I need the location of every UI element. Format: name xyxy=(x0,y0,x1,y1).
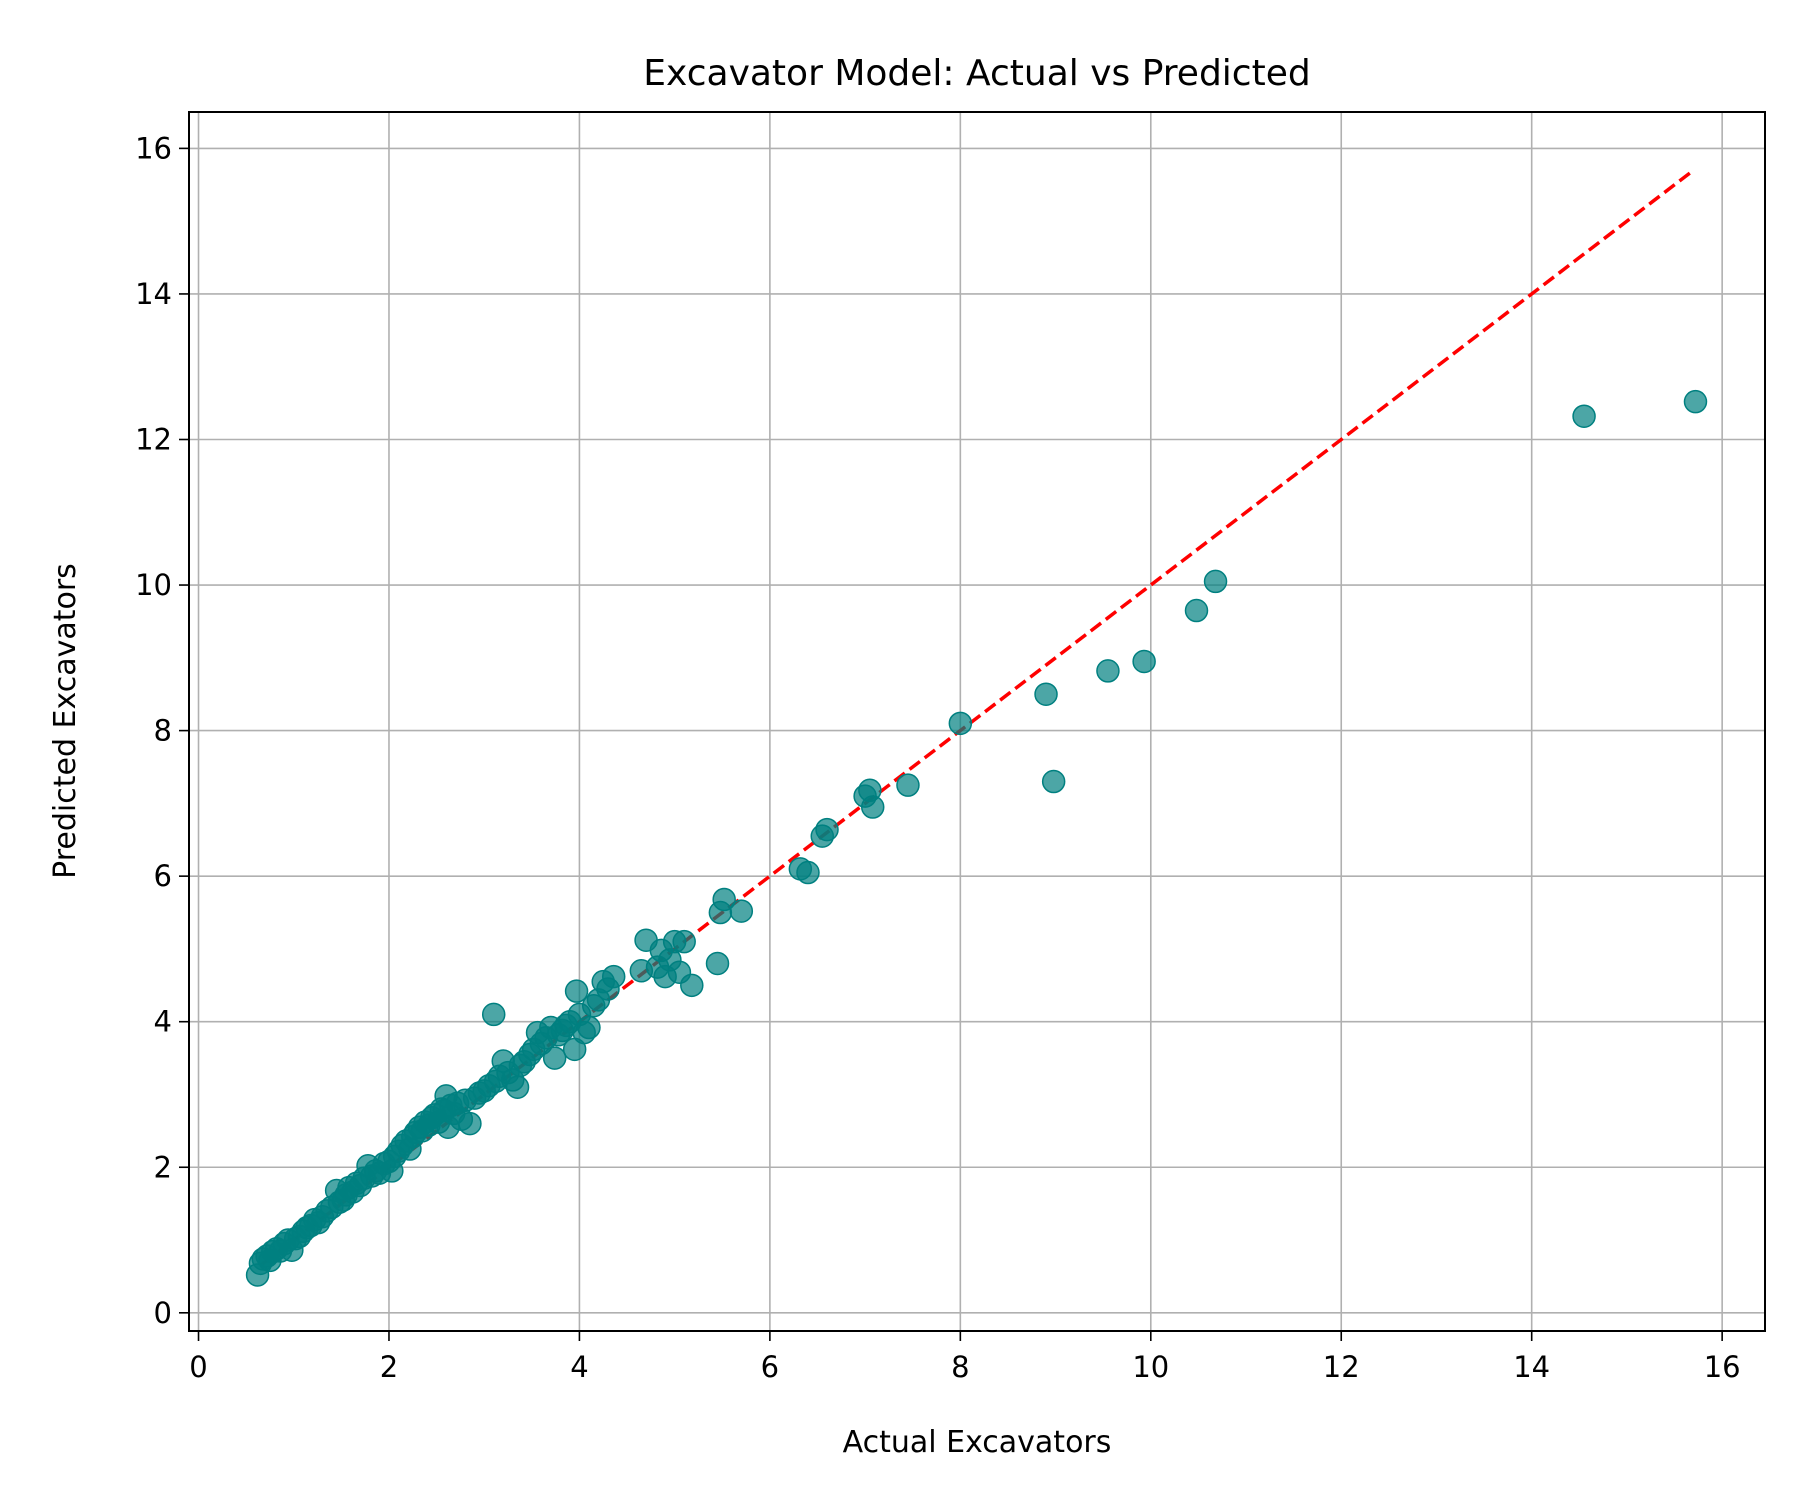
y-tick-label: 16 xyxy=(135,131,172,165)
x-tick-label: 8 xyxy=(951,1350,969,1384)
reference-line xyxy=(259,168,1695,1267)
y-tick-label: 14 xyxy=(135,277,172,311)
data-point xyxy=(1184,598,1209,623)
data-point xyxy=(680,973,704,998)
x-tick-label: 12 xyxy=(1323,1350,1360,1384)
data-point xyxy=(1683,389,1708,414)
y-tick-label: 8 xyxy=(154,714,172,748)
y-axis-label: Predicted Excavators xyxy=(48,563,83,879)
data-point xyxy=(672,929,696,954)
data-point xyxy=(458,1111,482,1136)
data-point xyxy=(1034,682,1058,706)
data-point xyxy=(1203,569,1228,594)
data-point xyxy=(729,899,754,923)
chart-title: Excavator Model: Actual vs Predicted xyxy=(643,53,1310,94)
tick-layer: 0 2 4 6 8 10 12 14 16 0 2 4 6 8 10 12 14 16 xyxy=(135,131,1741,1384)
y-tick-label: 10 xyxy=(135,568,172,602)
y-tick-label: 0 xyxy=(154,1296,172,1330)
x-axis-label: Actual Excavators xyxy=(843,1425,1112,1460)
x-tick-label: 6 xyxy=(761,1350,779,1384)
x-tick-label: 0 xyxy=(189,1350,207,1384)
grid-layer xyxy=(189,112,1765,1331)
x-tick-label: 10 xyxy=(1132,1350,1169,1384)
data-point xyxy=(1572,404,1596,428)
y-tick-label: 12 xyxy=(135,422,172,456)
y-tick-label: 4 xyxy=(154,1005,172,1039)
data-point xyxy=(1132,649,1156,674)
data-point xyxy=(896,773,920,797)
plot-frame xyxy=(188,111,1766,1332)
data-point-layer xyxy=(245,389,1708,1287)
reference-line-layer xyxy=(259,168,1695,1267)
data-point xyxy=(705,951,730,976)
data-point xyxy=(542,1046,567,1070)
x-tick-label: 4 xyxy=(570,1350,588,1384)
data-point xyxy=(505,1075,530,1099)
data-point xyxy=(481,1002,506,1027)
data-point xyxy=(1041,769,1066,794)
x-tick-label: 16 xyxy=(1704,1350,1741,1384)
data-point xyxy=(860,795,885,819)
x-tick-label: 14 xyxy=(1513,1350,1550,1384)
data-point xyxy=(712,887,736,912)
x-tick-label: 2 xyxy=(380,1350,398,1384)
y-tick-label: 2 xyxy=(154,1150,172,1184)
data-point xyxy=(796,860,820,885)
data-point xyxy=(815,817,839,842)
data-point xyxy=(1096,659,1120,683)
data-point xyxy=(601,964,626,989)
y-tick-label: 6 xyxy=(154,859,172,893)
data-point xyxy=(564,979,589,1003)
data-point xyxy=(577,1015,601,1040)
data-point xyxy=(948,711,973,736)
